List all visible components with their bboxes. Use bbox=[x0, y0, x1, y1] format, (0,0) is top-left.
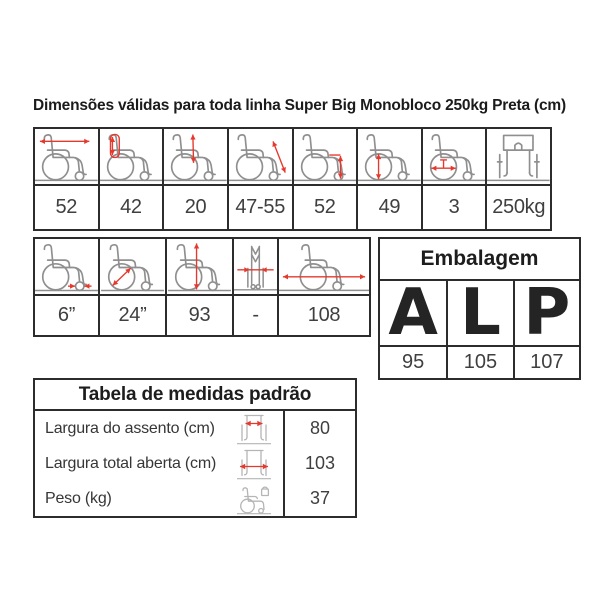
dimensions-table-2-icons bbox=[35, 239, 369, 296]
packaging-grid: A L P 95 105 107 bbox=[380, 276, 579, 378]
caster-size-arrow-icon bbox=[35, 239, 98, 294]
seat-depth-value: 52 bbox=[55, 196, 78, 218]
packaging-height-value: 95 bbox=[380, 345, 447, 378]
packaging-letter-a: A bbox=[388, 276, 438, 350]
dimensions-table-1: 52 42 20 47-55 52 49 3 250kg bbox=[33, 127, 552, 231]
wheel-diameter-value: 24” bbox=[98, 296, 165, 335]
total-open-width-label: Largura total aberta (cm) bbox=[45, 454, 217, 472]
total-length-value: 108 bbox=[277, 296, 369, 335]
rear-wheel-height-value: 49 bbox=[356, 186, 421, 229]
seat-depth-arrow-icon bbox=[35, 129, 98, 184]
footrest-length-arrow-icon bbox=[226, 129, 292, 184]
weight-value: 37 bbox=[309, 488, 331, 508]
packaging-depth-value: 107 bbox=[512, 345, 579, 378]
table-row: Peso (kg) bbox=[35, 481, 283, 516]
standard-measures-labels: Largura do assento (cm) Largura total ab… bbox=[35, 411, 283, 516]
packaging-box: Embalagem A L P 95 105 107 bbox=[378, 237, 581, 380]
total-height-arrow-icon bbox=[165, 239, 232, 294]
footrest-length-value: 47-55 bbox=[226, 186, 292, 229]
dimensions-table-1-values: 52 42 20 47-55 52 49 3 250kg bbox=[35, 186, 550, 229]
table-row: Largura do assento (cm) bbox=[35, 411, 283, 446]
rear-wheel-height-arrow-icon bbox=[356, 129, 421, 184]
front-view-capacity-icon bbox=[485, 129, 550, 184]
seat-width-label: Largura do assento (cm) bbox=[45, 419, 215, 437]
page-title: Dimensões válidas para toda linha Super … bbox=[33, 97, 566, 114]
standard-measures-values: 80 103 37 bbox=[283, 411, 355, 516]
total-height-value: 93 bbox=[165, 296, 232, 335]
front-view-total-width-icon bbox=[230, 447, 278, 481]
total-length-arrow-icon bbox=[277, 239, 369, 294]
packaging-letter-l: L bbox=[446, 276, 512, 350]
dimensions-table-1-icons bbox=[35, 129, 550, 186]
backrest-height-arrow-icon bbox=[97, 129, 163, 184]
axle-position-value: 3 bbox=[420, 186, 486, 229]
dimensions-table-2-values: 6” 24” 93 - 108 bbox=[35, 296, 369, 335]
folded-width-arrow-icon bbox=[232, 239, 277, 294]
packaging-letter-p: P bbox=[512, 276, 579, 350]
standard-measures-title: Tabela de medidas padrão bbox=[35, 380, 355, 411]
seat-floor-height-arrow-icon bbox=[291, 129, 357, 184]
front-view-seat-width-icon bbox=[230, 412, 278, 446]
backrest-height-value: 42 bbox=[97, 186, 163, 229]
table-row: Largura total aberta (cm) bbox=[35, 446, 283, 481]
standard-measures-body: Largura do assento (cm) Largura total ab… bbox=[35, 411, 355, 516]
packaging-width-value: 105 bbox=[446, 345, 513, 378]
axle-position-arrow-icon bbox=[420, 129, 486, 184]
folded-width-value: - bbox=[232, 296, 277, 335]
armrest-height-value: 20 bbox=[162, 186, 227, 229]
seat-width-value: 80 bbox=[309, 418, 331, 438]
dimensions-table-2: 6” 24” 93 - 108 bbox=[33, 237, 371, 337]
wheel-diameter-arrow-icon bbox=[98, 239, 165, 294]
chair-weight-icon bbox=[230, 482, 278, 516]
weight-label: Peso (kg) bbox=[45, 489, 112, 507]
weight-capacity-value: 250kg bbox=[485, 186, 550, 229]
caster-size-value: 6” bbox=[57, 304, 76, 326]
seat-floor-height-value: 52 bbox=[291, 186, 357, 229]
packaging-title: Embalagem bbox=[380, 239, 579, 281]
armrest-height-arrow-icon bbox=[162, 129, 227, 184]
total-open-width-value: 103 bbox=[304, 453, 336, 473]
standard-measures-table: Tabela de medidas padrão Largura do asse… bbox=[33, 378, 357, 518]
